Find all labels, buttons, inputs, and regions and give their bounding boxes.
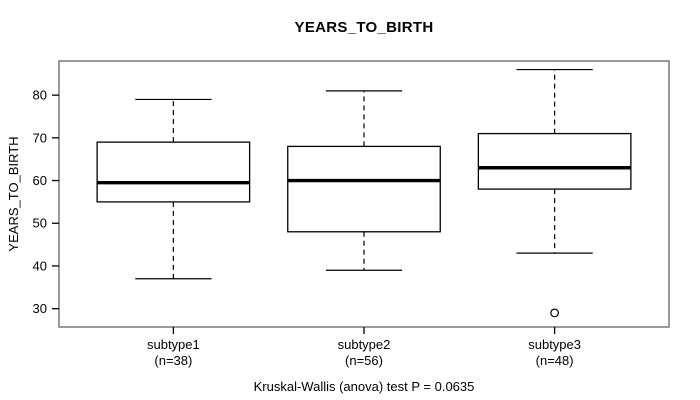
group-n-label: (n=48) [535, 353, 574, 368]
box-subtype2 [287, 145, 441, 233]
y-tick-label: 80 [33, 88, 47, 103]
group-n-label: (n=38) [154, 353, 193, 368]
x-axis-group-label-subtype2: subtype2 (n=56) [284, 337, 444, 369]
x-axis-group-label-subtype1: subtype1 (n=38) [93, 337, 253, 369]
y-tick-label: 70 [33, 130, 47, 145]
y-tick-label: 40 [33, 258, 47, 273]
stat-test-caption: Kruskal-Wallis (anova) test P = 0.0635 [253, 379, 475, 394]
group-label: subtype1 [146, 337, 200, 352]
group-n-label: (n=56) [345, 353, 383, 368]
group-label: subtype3 [528, 337, 581, 352]
group-label: subtype2 [337, 337, 391, 352]
y-tick-label: 50 [33, 216, 47, 231]
x-axis-group-label-subtype3: subtype3 (n=48) [475, 337, 635, 369]
y-tick-label: 60 [33, 173, 47, 188]
box-subtype3 [477, 132, 632, 190]
box-subtype1 [96, 141, 251, 203]
chart-title: YEARS_TO_BIRTH [294, 19, 434, 36]
y-tick-label: 30 [33, 301, 47, 316]
outlier-subtype3 [550, 308, 560, 318]
